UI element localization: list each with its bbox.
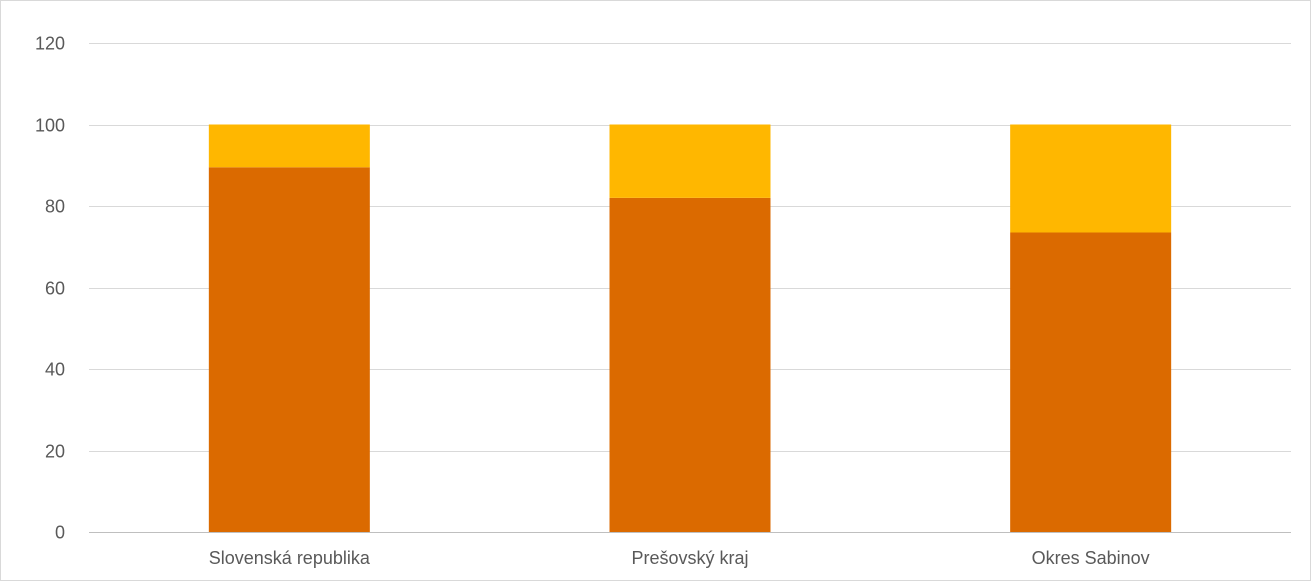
bar-segment-series-2 [609, 124, 771, 198]
y-tick-label: 40 [45, 360, 65, 380]
bar-segment-series-1 [1010, 232, 1172, 533]
x-tick-label: Prešovský kraj [631, 548, 748, 568]
y-tick-label: 80 [45, 197, 65, 217]
bar-segment-series-1 [208, 167, 370, 532]
bar-segment-series-2 [208, 124, 370, 168]
bar-segment-series-2 [1010, 124, 1172, 233]
y-tick-label: 120 [35, 34, 65, 54]
x-axis: Slovenská republika Prešovský kraj Okres S… [209, 548, 1150, 568]
y-tick-label: 20 [45, 442, 65, 462]
x-tick-label: Slovenská republika [209, 548, 371, 568]
bars [208, 124, 1172, 533]
bar-segment-series-1 [609, 197, 771, 532]
x-tick-label: Okres Sabinov [1032, 548, 1150, 568]
y-tick-label: 100 [35, 116, 65, 136]
y-axis: 0 20 40 60 80 100 120 [35, 34, 65, 543]
y-tick-label: 60 [45, 279, 65, 299]
y-tick-label: 0 [55, 523, 65, 543]
